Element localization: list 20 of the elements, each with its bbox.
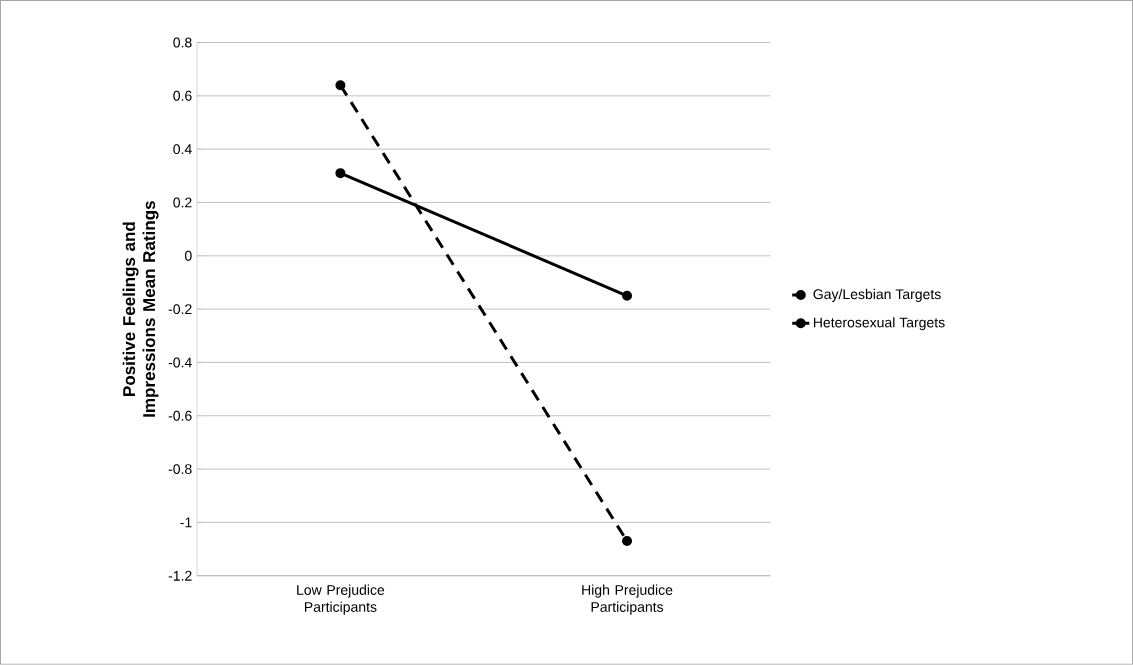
legend-label: Heterosexual Targets [813,317,945,331]
point [335,80,346,91]
y-tick-label: 0.4 [173,144,192,155]
point [622,536,633,547]
y-tick-label: -1.2 [168,570,192,581]
y-tick-label: -0.8 [168,464,192,475]
y-axis-title: Positive Feelings and Impressions Mean Ratings [122,201,159,417]
y-tick-label: 0.8 [173,37,192,48]
x-tick-label: Low Prejudice Participants [297,584,385,615]
y-tick-label: 0 [184,250,192,261]
y-tick-label: 0.2 [173,197,192,208]
point [622,290,633,301]
y-tick-label: -0.2 [168,304,192,315]
y-tick-label: 0.6 [173,90,192,101]
point [335,168,346,179]
y-tick-label: -1 [180,517,192,528]
y-tick-label: -0.4 [168,357,192,368]
legend-label: Gay/Lesbian Targets [813,288,941,303]
x-tick-label: High Prejudice Participants [582,584,673,615]
y-tick-label: -0.6 [168,410,192,421]
